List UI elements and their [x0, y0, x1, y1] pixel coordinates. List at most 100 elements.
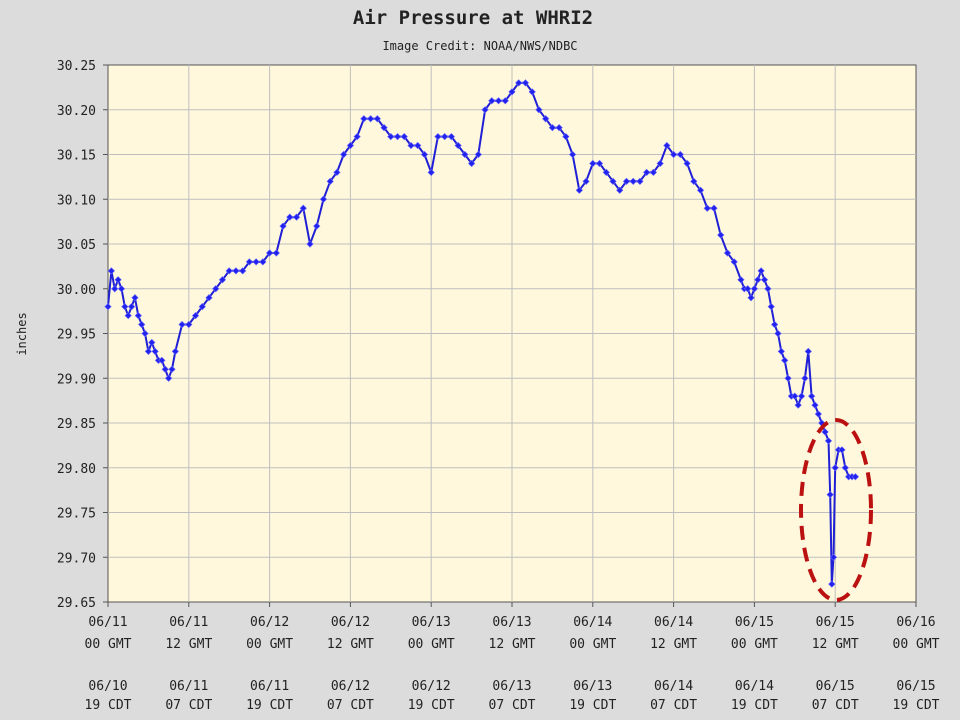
data-point — [784, 374, 792, 382]
data-point — [366, 115, 375, 123]
data-point — [501, 97, 509, 105]
highlight-ellipse — [799, 418, 873, 602]
data-point — [703, 204, 711, 212]
data-point — [723, 249, 732, 257]
x-tick-label-cdt-time: 19 CDT — [408, 698, 455, 713]
data-point — [808, 392, 816, 400]
data-point — [212, 285, 220, 293]
x-tick-label-gmt-time: 12 GMT — [650, 637, 697, 652]
data-point — [730, 258, 738, 266]
x-tick-label-gmt-date: 06/11 — [88, 615, 127, 630]
data-point — [107, 267, 115, 275]
data-point — [754, 276, 762, 284]
x-tick-label-gmt-date: 06/14 — [654, 615, 693, 630]
data-point — [299, 204, 307, 212]
data-point — [292, 213, 301, 221]
chart-title: Air Pressure at WHRI2 — [353, 7, 593, 29]
x-tick-label-cdt-date: 06/15 — [816, 679, 855, 694]
data-point — [461, 150, 469, 159]
data-point — [252, 258, 260, 266]
y-tick-label: 30.15 — [57, 149, 96, 164]
x-axis-ticks: 06/11 00 GMT 06/10 19 CDT 06/11 12 GMT 06/11 07… — [85, 602, 940, 713]
data-point — [683, 159, 691, 168]
data-point — [360, 115, 368, 123]
data-point — [690, 177, 698, 185]
data-point — [171, 347, 179, 356]
x-tick-label-cdt-time: 19 CDT — [731, 698, 778, 713]
y-tick-label: 29.75 — [57, 507, 96, 522]
x-tick-label-cdt-date: 06/14 — [735, 679, 774, 694]
data-point — [148, 338, 156, 347]
data-point — [306, 240, 314, 248]
data-point — [774, 329, 782, 338]
data-point — [168, 365, 176, 373]
x-tick-label-gmt-time: 00 GMT — [246, 637, 293, 652]
x-tick-label-gmt-time: 00 GMT — [893, 637, 940, 652]
data-point — [393, 132, 402, 141]
y-tick-label: 30.25 — [57, 59, 96, 74]
y-tick-label: 29.80 — [57, 462, 96, 477]
data-point — [595, 159, 604, 168]
data-point — [104, 303, 112, 311]
data-point — [279, 222, 287, 230]
chart-subtitle: Image Credit: NOAA/NWS/NDBC — [382, 39, 577, 53]
data-point — [764, 285, 772, 293]
data-point — [340, 150, 348, 159]
data-point — [488, 97, 496, 105]
data-point — [380, 124, 388, 132]
data-point — [636, 177, 644, 185]
data-point — [841, 464, 849, 472]
data-point — [141, 329, 149, 338]
data-point — [656, 159, 664, 168]
data-point — [609, 177, 617, 185]
data-point — [272, 249, 280, 257]
data-point — [218, 276, 227, 284]
data-point — [164, 374, 173, 382]
data-point — [851, 473, 860, 481]
data-point — [151, 347, 159, 356]
data-point — [400, 132, 408, 141]
x-tick-label-gmt-time: 12 GMT — [327, 637, 374, 652]
data-point — [616, 186, 624, 194]
data-point — [121, 303, 129, 311]
x-tick-label-gmt-date: 06/11 — [169, 615, 208, 630]
data-point — [127, 303, 136, 311]
data-point — [447, 132, 456, 141]
data-point — [286, 213, 294, 221]
x-tick-label-gmt-date: 06/12 — [250, 615, 289, 630]
data-point — [441, 132, 449, 141]
x-tick-label-cdt-date: 06/15 — [896, 679, 935, 694]
data-point — [138, 320, 146, 329]
data-point — [333, 168, 341, 177]
data-point — [582, 177, 590, 185]
x-tick-label-cdt-time: 07 CDT — [165, 698, 212, 713]
data-point — [797, 392, 806, 400]
x-tick-label-gmt-time: 00 GMT — [731, 637, 778, 652]
data-point — [313, 222, 321, 230]
data-point — [535, 106, 543, 114]
data-point — [804, 347, 812, 356]
data-point — [831, 464, 839, 472]
x-tick-label-gmt-date: 06/13 — [492, 615, 531, 630]
data-point — [649, 168, 658, 177]
y-tick-label: 29.70 — [57, 551, 96, 566]
data-point — [663, 141, 671, 150]
x-tick-label-cdt-time: 07 CDT — [650, 698, 697, 713]
x-tick-label-gmt-date: 06/14 — [573, 615, 612, 630]
data-point — [494, 97, 503, 105]
y-tick-label: 30.05 — [57, 238, 96, 253]
data-point — [508, 88, 516, 96]
x-tick-label-cdt-date: 06/13 — [492, 679, 531, 694]
data-point — [542, 115, 550, 123]
data-point — [134, 311, 142, 320]
x-tick-label-gmt-time: 12 GMT — [165, 637, 212, 652]
data-point — [760, 276, 769, 284]
data-point — [767, 303, 775, 311]
data-point — [717, 231, 725, 239]
data-point — [114, 276, 122, 284]
x-tick-label-cdt-date: 06/11 — [169, 679, 208, 694]
x-tick-label-cdt-date: 06/13 — [573, 679, 612, 694]
x-tick-label-gmt-date: 06/13 — [412, 615, 451, 630]
data-point — [643, 168, 651, 177]
